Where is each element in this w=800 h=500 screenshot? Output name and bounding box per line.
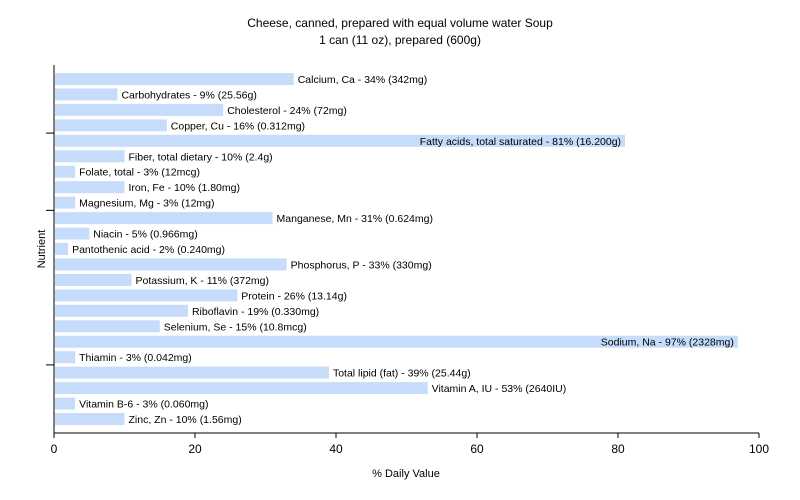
bar-riboflavin [55, 304, 188, 317]
bar-label-copper-cu: Copper, Cu - 16% (0.312mg) [171, 120, 305, 132]
bar-label-phosphorus-p: Phosphorus, P - 33% (330mg) [291, 259, 432, 271]
bar-copper-cu [55, 119, 167, 132]
bar-label-zinc-zn: Zinc, Zn - 10% (1.56mg) [129, 414, 242, 426]
bar-vitamin-a-iu [55, 382, 428, 395]
x-tick-label-20: 20 [188, 442, 202, 456]
bar-labels-layer: Calcium, Ca - 34% (342mg) Carbohydrates -… [72, 74, 734, 426]
x-tick-label-60: 60 [470, 442, 484, 456]
bar-pantothenic-acid [55, 243, 69, 255]
bar-label-magnesium-mg: Magnesium, Mg - 3% (12mg) [79, 198, 214, 210]
bar-label-cholesterol: Cholesterol - 24% (72mg) [227, 105, 347, 117]
bar-label-fiber-total-dietary: Fiber, total dietary - 10% (2.4g) [129, 151, 273, 163]
bar-label-riboflavin: Riboflavin - 19% (0.330mg) [192, 306, 319, 318]
bar-total-lipid-fat [55, 366, 329, 379]
bar-label-carbohydrates: Carbohydrates - 9% (25.56g) [121, 89, 256, 101]
x-tick-label-100: 100 [749, 442, 769, 456]
bar-niacin [55, 227, 90, 240]
bar-label-niacin: Niacin - 5% (0.966mg) [93, 229, 197, 241]
bar-protein [55, 289, 238, 302]
bar-thiamin [55, 351, 76, 364]
bar-label-folate-total: Folate, total - 3% (12mcg) [79, 167, 200, 179]
bar-label-vitamin-b-6: Vitamin B-6 - 3% (0.060mg) [79, 399, 208, 411]
bar-label-protein: Protein - 26% (13.14g) [241, 290, 347, 302]
bar-carbohydrates [55, 88, 118, 101]
bar-label-selenium-se: Selenium, Se - 15% (10.8mcg) [164, 321, 307, 333]
bar-label-pantothenic-acid: Pantothenic acid - 2% (0.240mg) [72, 244, 225, 256]
bar-label-potassium-k: Potassium, K - 11% (372mg) [136, 275, 269, 287]
bar-sodium-na [55, 335, 738, 348]
bars-layer [55, 73, 738, 425]
bar-folate-total [55, 165, 76, 178]
bar-manganese-mn [55, 212, 273, 225]
y-axis-ticks [46, 132, 54, 366]
x-tick-label-80: 80 [611, 442, 625, 456]
chart-title: Cheese, canned, prepared with equal volu… [247, 16, 553, 30]
bar-label-calcium-ca: Calcium, Ca - 34% (342mg) [298, 74, 428, 86]
bar-vitamin-b-6 [55, 397, 76, 410]
x-axis-ticks: 0 20 40 60 80 100 [51, 433, 769, 456]
y-axis-title: Nutrient [36, 230, 48, 269]
bar-calcium-ca [55, 73, 294, 85]
bar-phosphorus-p [55, 258, 287, 271]
bar-potassium-k [55, 273, 132, 286]
bar-zinc-zn [55, 413, 125, 425]
bar-label-manganese-mn: Manganese, Mn - 31% (0.624mg) [277, 213, 433, 225]
bar-fatty-acids-total-saturated [55, 134, 626, 147]
bar-label-fatty-acids-total-saturated: Fatty acids, total saturated - 81% (16.2… [420, 136, 621, 148]
bar-label-sodium-na: Sodium, Na - 97% (2328mg) [601, 337, 734, 349]
x-tick-label-40: 40 [329, 442, 343, 456]
x-tick-label-0: 0 [51, 442, 58, 456]
chart-subtitle: 1 can (11 oz), prepared (600g) [319, 33, 481, 47]
bar-label-iron-fe: Iron, Fe - 10% (1.80mg) [129, 182, 240, 194]
bar-iron-fe [55, 181, 125, 194]
bar-label-vitamin-a-iu: Vitamin A, IU - 53% (2640IU) [432, 383, 567, 395]
bar-selenium-se [55, 320, 160, 333]
bar-label-thiamin: Thiamin - 3% (0.042mg) [79, 352, 192, 364]
x-axis-title: % Daily Value [372, 468, 440, 480]
bar-label-total-lipid-fat: Total lipid (fat) - 39% (25.44g) [333, 368, 471, 380]
bar-fiber-total-dietary [55, 150, 125, 163]
bar-magnesium-mg [55, 196, 76, 209]
bar-cholesterol [55, 103, 224, 116]
